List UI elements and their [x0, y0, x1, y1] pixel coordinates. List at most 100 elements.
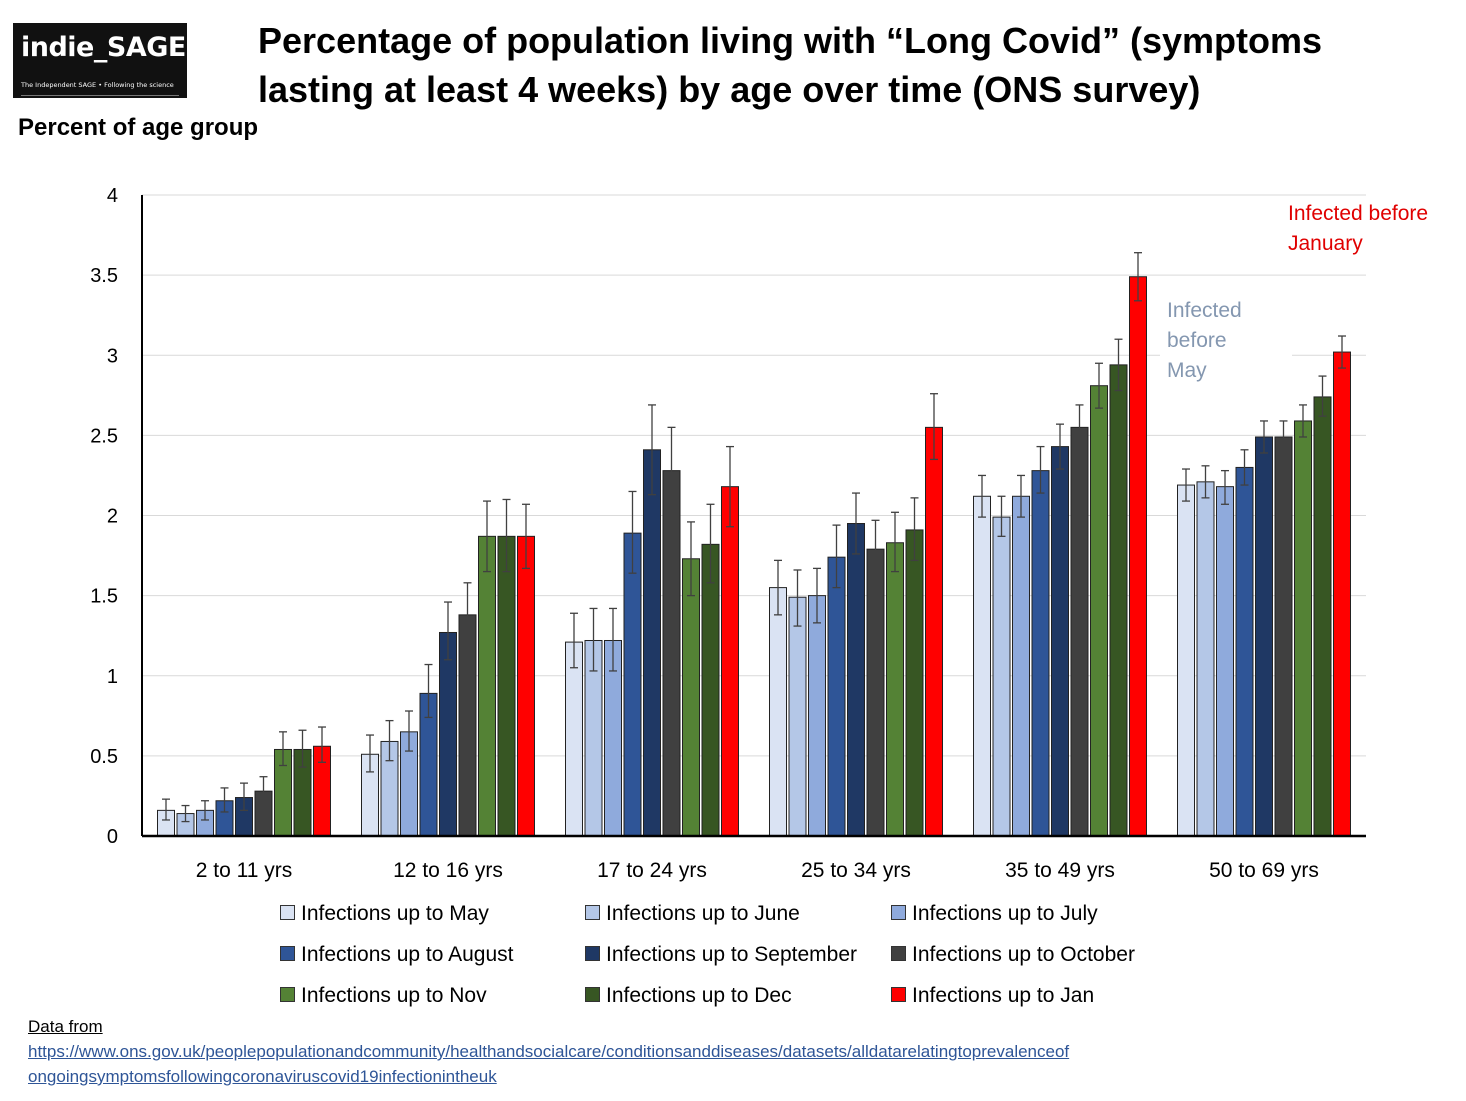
error-bar	[1036, 445, 1045, 494]
bar	[701, 543, 720, 837]
error-bar	[1240, 449, 1249, 486]
error-bar	[1182, 468, 1190, 502]
source-link-line-2[interactable]: ongoingsymptomsfollowingcoronaviruscovid…	[28, 1067, 497, 1086]
bar	[662, 470, 681, 837]
error-bar	[1221, 469, 1229, 505]
legend-swatch	[585, 987, 600, 1003]
bar	[905, 529, 924, 837]
error-bar	[774, 559, 782, 616]
category-label: 50 to 69 yrs	[1209, 859, 1319, 882]
error-bar	[978, 474, 986, 518]
legend-label: Infections up to September	[606, 943, 857, 966]
bar	[992, 516, 1011, 837]
error-bar	[424, 663, 433, 719]
error-bar	[910, 497, 919, 562]
legend-swatch	[891, 905, 906, 921]
annotation-infected-before-january: Infected before January	[1288, 199, 1428, 259]
logo-divider	[21, 95, 179, 96]
bar	[1196, 481, 1215, 837]
y-tick-label: 0	[107, 826, 118, 848]
error-bar	[628, 490, 637, 574]
error-bar	[181, 804, 190, 823]
logo-name: indie_SAGE	[21, 32, 186, 63]
legend-item: Infections up to August	[280, 940, 513, 970]
y-tick-label: 2.5	[90, 425, 118, 447]
bar	[1274, 436, 1293, 837]
y-tick-label: 3.5	[90, 265, 118, 287]
error-bar	[366, 734, 374, 773]
legend-label: Infections up to Jan	[912, 984, 1095, 1007]
category-labels: 2 to 11 yrs 12 to 16 yrs 17 to 24 yrs 25 to…	[196, 859, 1319, 882]
bar	[1177, 484, 1195, 837]
error-bar	[1017, 474, 1025, 518]
annotation-mask	[1160, 298, 1292, 388]
error-bar	[832, 524, 841, 589]
legend-label: Infections up to Dec	[606, 984, 792, 1007]
bar	[769, 587, 787, 837]
bar	[1109, 364, 1128, 837]
bar	[1235, 466, 1254, 837]
error-bars	[162, 252, 1346, 823]
bar	[1333, 351, 1351, 837]
legend-swatch	[891, 987, 906, 1003]
chart-title: Percentage of population living with “Lo…	[258, 20, 1323, 110]
legend-swatch	[585, 905, 600, 921]
legend-label: Infections up to August	[301, 943, 514, 966]
category-label: 35 to 49 yrs	[1005, 859, 1115, 882]
error-bar	[1056, 423, 1064, 470]
error-bar	[1095, 362, 1103, 409]
bar	[1012, 495, 1030, 837]
error-bar	[930, 393, 938, 461]
legend-item: Infections up to July	[891, 899, 1098, 929]
legend-item: Infections up to May	[280, 899, 489, 929]
annotation-grey-line-1: Infected	[1167, 299, 1242, 322]
error-bar	[1201, 465, 1210, 499]
source-label: Data from	[28, 1017, 103, 1036]
bar	[1216, 486, 1234, 837]
y-tick-labels: 0 0.5 1 1.5 2 2.5 3 3.5 4	[90, 185, 118, 848]
error-bar	[483, 500, 491, 573]
error-bar	[570, 612, 578, 669]
error-bar	[1318, 375, 1327, 417]
bar	[1070, 426, 1089, 837]
gridlines	[142, 194, 1366, 757]
bar	[925, 426, 943, 837]
bar	[1051, 446, 1069, 837]
error-bar	[667, 426, 676, 513]
category-label: 17 to 24 yrs	[597, 859, 707, 882]
bar	[788, 596, 807, 837]
error-bar	[444, 601, 452, 661]
legend-label: Infections up to June	[606, 902, 800, 925]
bar	[517, 535, 535, 837]
data-source: Data from https://www.ons.gov.uk/peoplep…	[28, 1014, 1069, 1089]
legend-swatch	[891, 946, 906, 962]
error-bar	[706, 503, 715, 584]
axes	[141, 195, 1366, 838]
annotation-grey-line-2: before	[1167, 329, 1227, 352]
y-tick-label: 2	[107, 506, 118, 528]
error-bar	[609, 607, 617, 672]
legend-item: Infections up to Nov	[280, 981, 487, 1011]
bar	[1255, 436, 1273, 837]
error-bar	[220, 787, 229, 813]
error-bar	[405, 710, 413, 752]
error-bar	[852, 492, 860, 555]
bars	[157, 276, 1351, 837]
error-bar	[522, 503, 530, 570]
error-bar	[1134, 252, 1142, 302]
bar	[565, 641, 583, 837]
error-bar	[687, 521, 695, 597]
error-bar	[648, 404, 656, 496]
legend-label: Infections up to May	[301, 902, 489, 925]
error-bar	[997, 495, 1006, 537]
annotation-infected-before-may: Infected before May	[1167, 296, 1242, 386]
bar	[973, 495, 991, 837]
y-tick-label: 0.5	[90, 746, 118, 768]
source-link-line-1[interactable]: https://www.ons.gov.uk/peoplepopulationa…	[28, 1042, 1070, 1061]
error-bar	[1338, 335, 1346, 369]
error-bar	[259, 776, 268, 805]
bar	[1313, 396, 1332, 837]
bar	[886, 542, 904, 837]
category-label: 12 to 16 yrs	[393, 859, 503, 882]
bar	[866, 548, 885, 837]
